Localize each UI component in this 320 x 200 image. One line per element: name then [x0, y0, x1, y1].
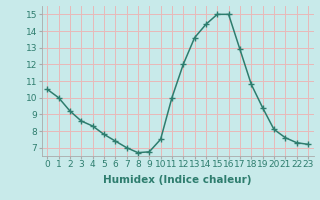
X-axis label: Humidex (Indice chaleur): Humidex (Indice chaleur)	[103, 175, 252, 185]
